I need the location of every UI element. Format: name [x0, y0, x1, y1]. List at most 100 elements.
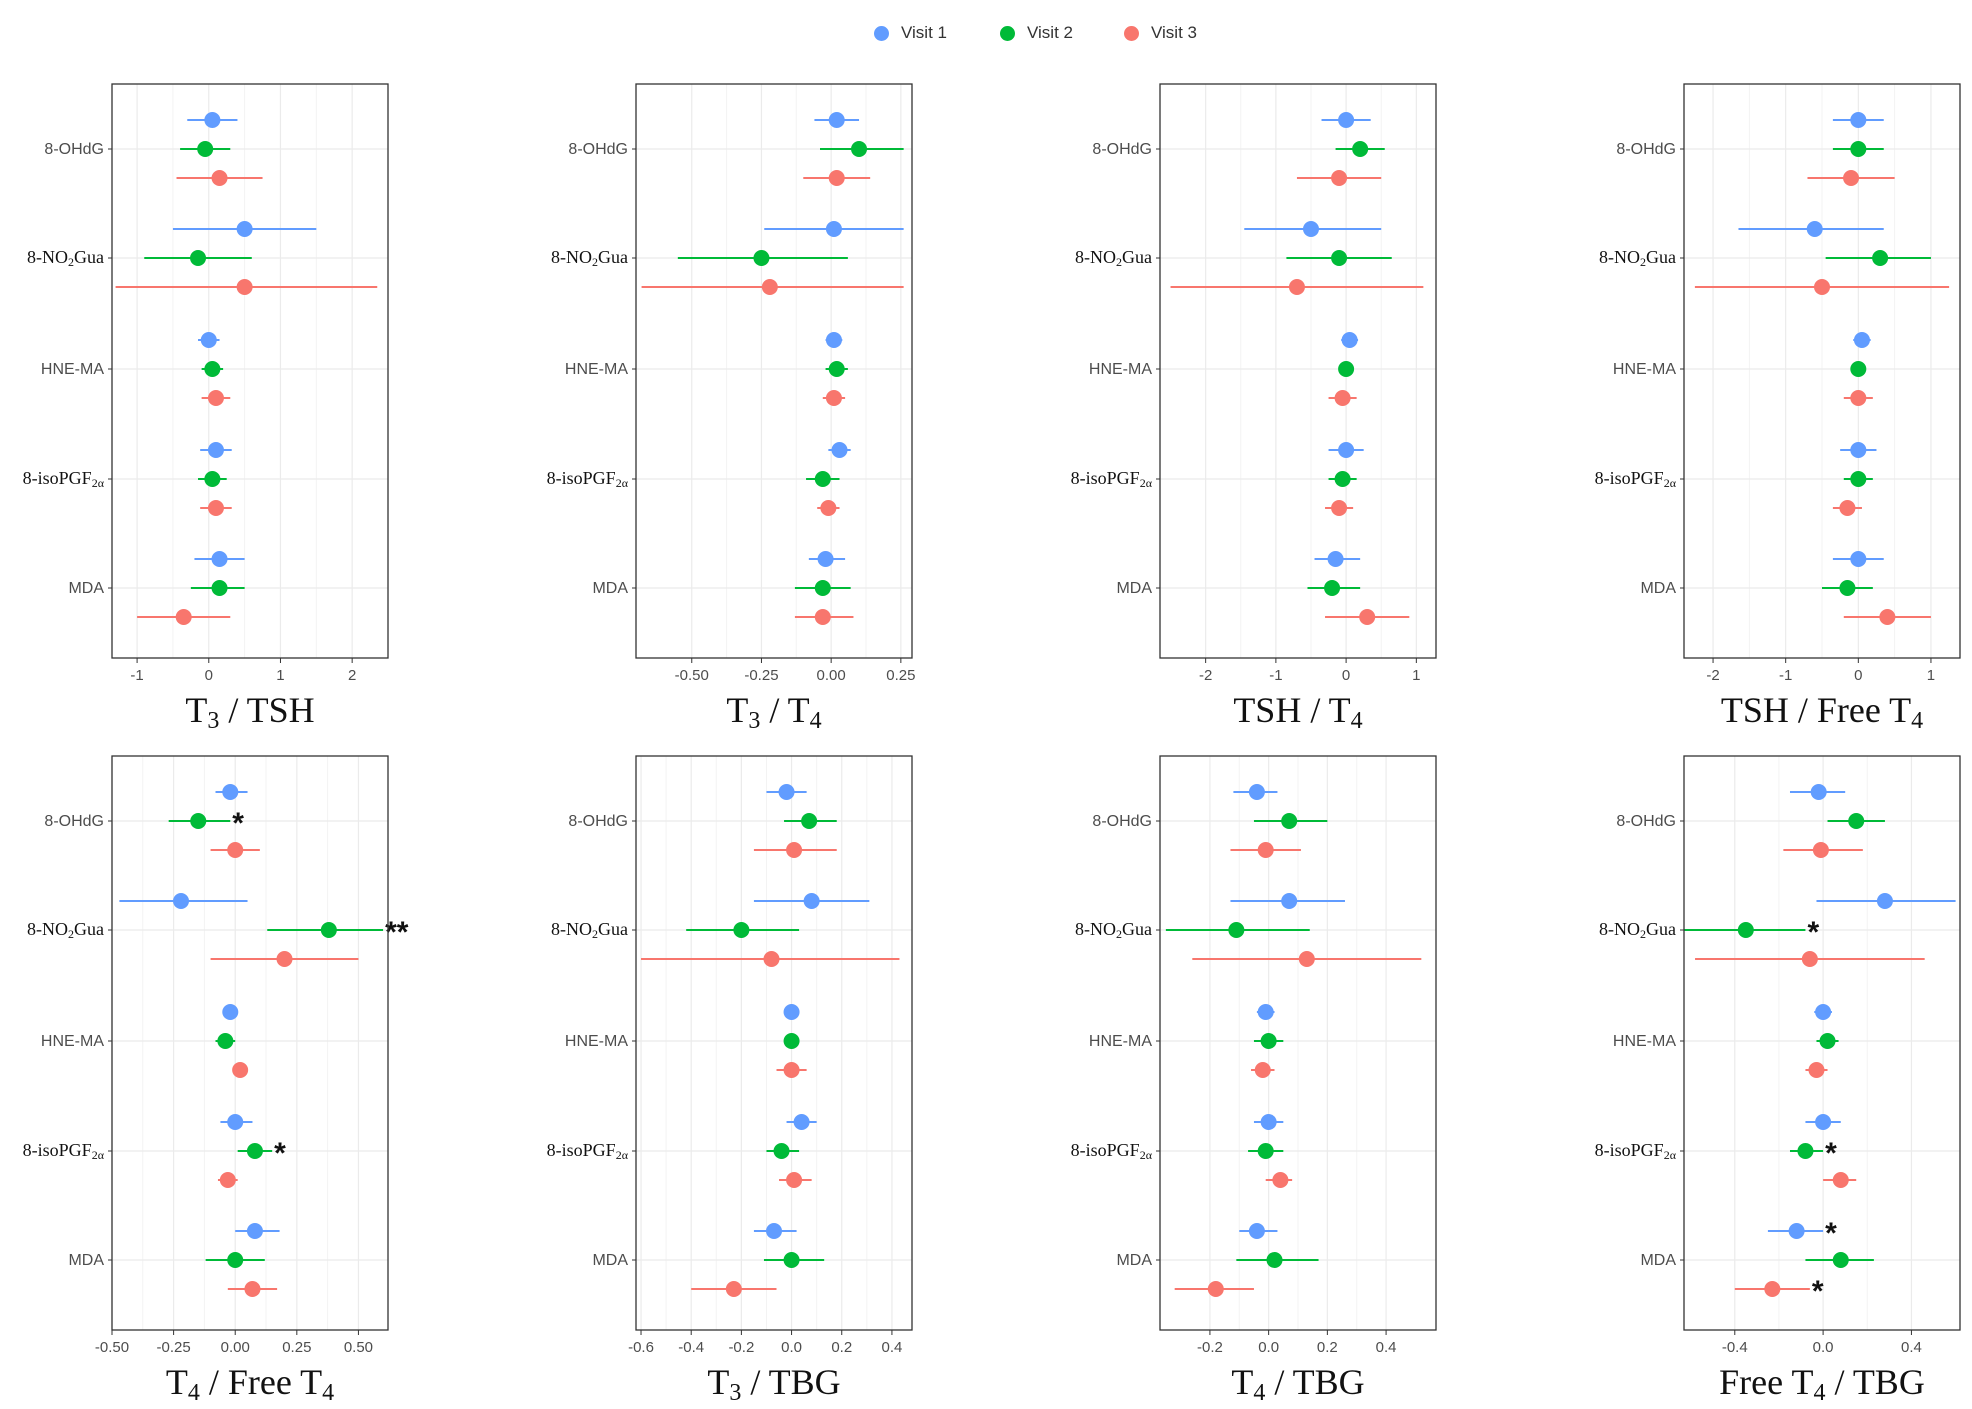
point-visit-3-8-isopgf2a[interactable]: [1331, 500, 1348, 516]
point-visit-1-8-ohdg[interactable]: [778, 784, 795, 800]
point-visit-3-mda[interactable]: [814, 609, 831, 625]
point-visit-2-mda[interactable]: [1832, 1252, 1849, 1268]
point-visit-1-8-isopgf2a[interactable]: [1815, 1114, 1832, 1130]
point-visit-3-mda[interactable]: [175, 609, 192, 625]
point-visit-1-8-ohdg[interactable]: [1810, 784, 1827, 800]
point-visit-1-8-ohdg[interactable]: [1338, 112, 1355, 128]
point-visit-1-8-no2gua[interactable]: [1806, 221, 1823, 237]
point-visit-3-mda[interactable]: [1764, 1281, 1781, 1297]
point-visit-1-mda[interactable]: [1248, 1223, 1265, 1239]
point-visit-3-8-no2gua[interactable]: [1801, 951, 1818, 967]
point-visit-2-hne-ma[interactable]: [1819, 1033, 1836, 1049]
legend-item-visit-3[interactable]: Visit 3: [1124, 22, 1197, 44]
point-visit-2-8-no2gua[interactable]: [733, 922, 750, 938]
point-visit-2-hne-ma[interactable]: [1338, 361, 1355, 377]
point-visit-2-hne-ma[interactable]: [1260, 1033, 1277, 1049]
point-visit-3-hne-ma[interactable]: [207, 390, 224, 406]
point-visit-2-8-ohdg[interactable]: [197, 141, 214, 157]
point-visit-1-8-isopgf2a[interactable]: [207, 442, 224, 458]
point-visit-2-8-ohdg[interactable]: [1850, 141, 1867, 157]
point-visit-2-8-no2gua[interactable]: [320, 922, 337, 938]
point-visit-1-hne-ma[interactable]: [1853, 332, 1870, 348]
point-visit-3-8-no2gua[interactable]: [236, 279, 253, 295]
point-visit-3-8-isopgf2a[interactable]: [786, 1172, 803, 1188]
point-visit-3-hne-ma[interactable]: [1254, 1062, 1271, 1078]
point-visit-3-hne-ma[interactable]: [1808, 1062, 1825, 1078]
point-visit-2-8-ohdg[interactable]: [1281, 813, 1298, 829]
point-visit-1-hne-ma[interactable]: [1341, 332, 1358, 348]
point-visit-2-8-isopgf2a[interactable]: [814, 471, 831, 487]
point-visit-2-hne-ma[interactable]: [783, 1033, 800, 1049]
point-visit-3-hne-ma[interactable]: [1850, 390, 1867, 406]
point-visit-3-mda[interactable]: [1359, 609, 1376, 625]
point-visit-3-8-no2gua[interactable]: [276, 951, 293, 967]
point-visit-2-mda[interactable]: [1324, 580, 1341, 596]
point-visit-2-8-ohdg[interactable]: [190, 813, 207, 829]
point-visit-1-hne-ma[interactable]: [222, 1004, 239, 1020]
point-visit-2-8-isopgf2a[interactable]: [1797, 1143, 1814, 1159]
point-visit-3-8-isopgf2a[interactable]: [207, 500, 224, 516]
point-visit-3-8-no2gua[interactable]: [763, 951, 780, 967]
point-visit-2-8-isopgf2a[interactable]: [246, 1143, 263, 1159]
point-visit-3-8-ohdg[interactable]: [786, 842, 803, 858]
point-visit-2-8-no2gua[interactable]: [1331, 250, 1348, 266]
point-visit-1-8-ohdg[interactable]: [1850, 112, 1867, 128]
point-visit-3-8-no2gua[interactable]: [761, 279, 778, 295]
point-visit-2-8-isopgf2a[interactable]: [1850, 471, 1867, 487]
point-visit-2-hne-ma[interactable]: [828, 361, 845, 377]
point-visit-2-8-no2gua[interactable]: [753, 250, 770, 266]
point-visit-1-8-ohdg[interactable]: [222, 784, 239, 800]
point-visit-3-hne-ma[interactable]: [232, 1062, 249, 1078]
point-visit-3-8-ohdg[interactable]: [227, 842, 244, 858]
point-visit-1-8-ohdg[interactable]: [828, 112, 845, 128]
point-visit-1-8-no2gua[interactable]: [173, 893, 189, 909]
point-visit-2-mda[interactable]: [1266, 1252, 1283, 1268]
point-visit-3-mda[interactable]: [1207, 1281, 1224, 1297]
point-visit-3-8-ohdg[interactable]: [1257, 842, 1274, 858]
point-visit-3-8-isopgf2a[interactable]: [1839, 500, 1856, 516]
point-visit-3-hne-ma[interactable]: [783, 1062, 800, 1078]
point-visit-2-mda[interactable]: [814, 580, 831, 596]
point-visit-1-mda[interactable]: [1788, 1223, 1805, 1239]
point-visit-1-8-isopgf2a[interactable]: [1338, 442, 1355, 458]
point-visit-2-8-ohdg[interactable]: [801, 813, 818, 829]
point-visit-1-8-no2gua[interactable]: [236, 221, 253, 237]
point-visit-3-8-ohdg[interactable]: [1331, 170, 1348, 186]
point-visit-1-8-isopgf2a[interactable]: [793, 1114, 810, 1130]
point-visit-2-8-isopgf2a[interactable]: [773, 1143, 790, 1159]
point-visit-1-hne-ma[interactable]: [1257, 1004, 1274, 1020]
point-visit-3-mda[interactable]: [244, 1281, 261, 1297]
point-visit-1-mda[interactable]: [211, 551, 228, 567]
point-visit-1-8-no2gua[interactable]: [1876, 893, 1893, 909]
point-visit-2-hne-ma[interactable]: [204, 361, 221, 377]
point-visit-1-hne-ma[interactable]: [1815, 1004, 1832, 1020]
point-visit-2-mda[interactable]: [1839, 580, 1856, 596]
point-visit-1-hne-ma[interactable]: [200, 332, 217, 348]
point-visit-2-8-no2gua[interactable]: [190, 250, 207, 266]
point-visit-1-8-ohdg[interactable]: [204, 112, 221, 128]
point-visit-3-mda[interactable]: [1879, 609, 1896, 625]
point-visit-1-8-no2gua[interactable]: [825, 221, 842, 237]
point-visit-2-8-no2gua[interactable]: [1737, 922, 1754, 938]
legend-item-visit-2[interactable]: Visit 2: [1000, 22, 1073, 44]
point-visit-1-mda[interactable]: [766, 1223, 782, 1239]
point-visit-2-mda[interactable]: [211, 580, 228, 596]
point-visit-1-8-isopgf2a[interactable]: [831, 442, 848, 458]
point-visit-2-hne-ma[interactable]: [217, 1033, 234, 1049]
point-visit-1-mda[interactable]: [246, 1223, 263, 1239]
point-visit-3-8-ohdg[interactable]: [211, 170, 228, 186]
point-visit-2-mda[interactable]: [783, 1252, 800, 1268]
point-visit-1-8-no2gua[interactable]: [803, 893, 820, 909]
point-visit-3-8-no2gua[interactable]: [1814, 279, 1830, 295]
point-visit-1-8-ohdg[interactable]: [1248, 784, 1265, 800]
point-visit-1-mda[interactable]: [1850, 551, 1867, 567]
point-visit-2-mda[interactable]: [227, 1252, 244, 1268]
point-visit-1-8-isopgf2a[interactable]: [1260, 1114, 1277, 1130]
point-visit-1-mda[interactable]: [1327, 551, 1344, 567]
point-visit-1-8-no2gua[interactable]: [1281, 893, 1298, 909]
point-visit-3-hne-ma[interactable]: [825, 390, 842, 406]
point-visit-2-8-no2gua[interactable]: [1228, 922, 1245, 938]
point-visit-2-8-ohdg[interactable]: [1352, 141, 1369, 157]
point-visit-3-8-no2gua[interactable]: [1288, 279, 1305, 295]
point-visit-3-8-ohdg[interactable]: [1843, 170, 1860, 186]
